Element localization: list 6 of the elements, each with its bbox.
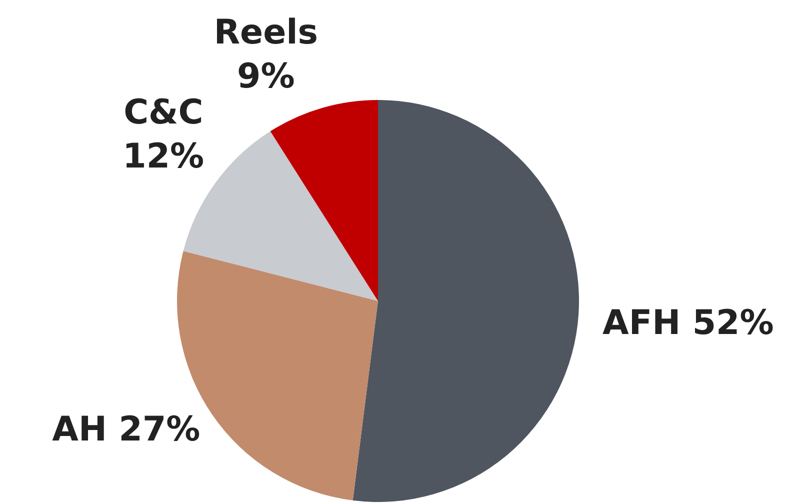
- slice-label: AFH 52%: [602, 302, 774, 343]
- slice-label: AH 27%: [52, 410, 200, 450]
- slice-label: Reels: [214, 12, 318, 52]
- slice-label: C&C: [124, 92, 204, 132]
- data-label: 12%: [122, 136, 204, 176]
- data-label: 9%: [237, 56, 295, 96]
